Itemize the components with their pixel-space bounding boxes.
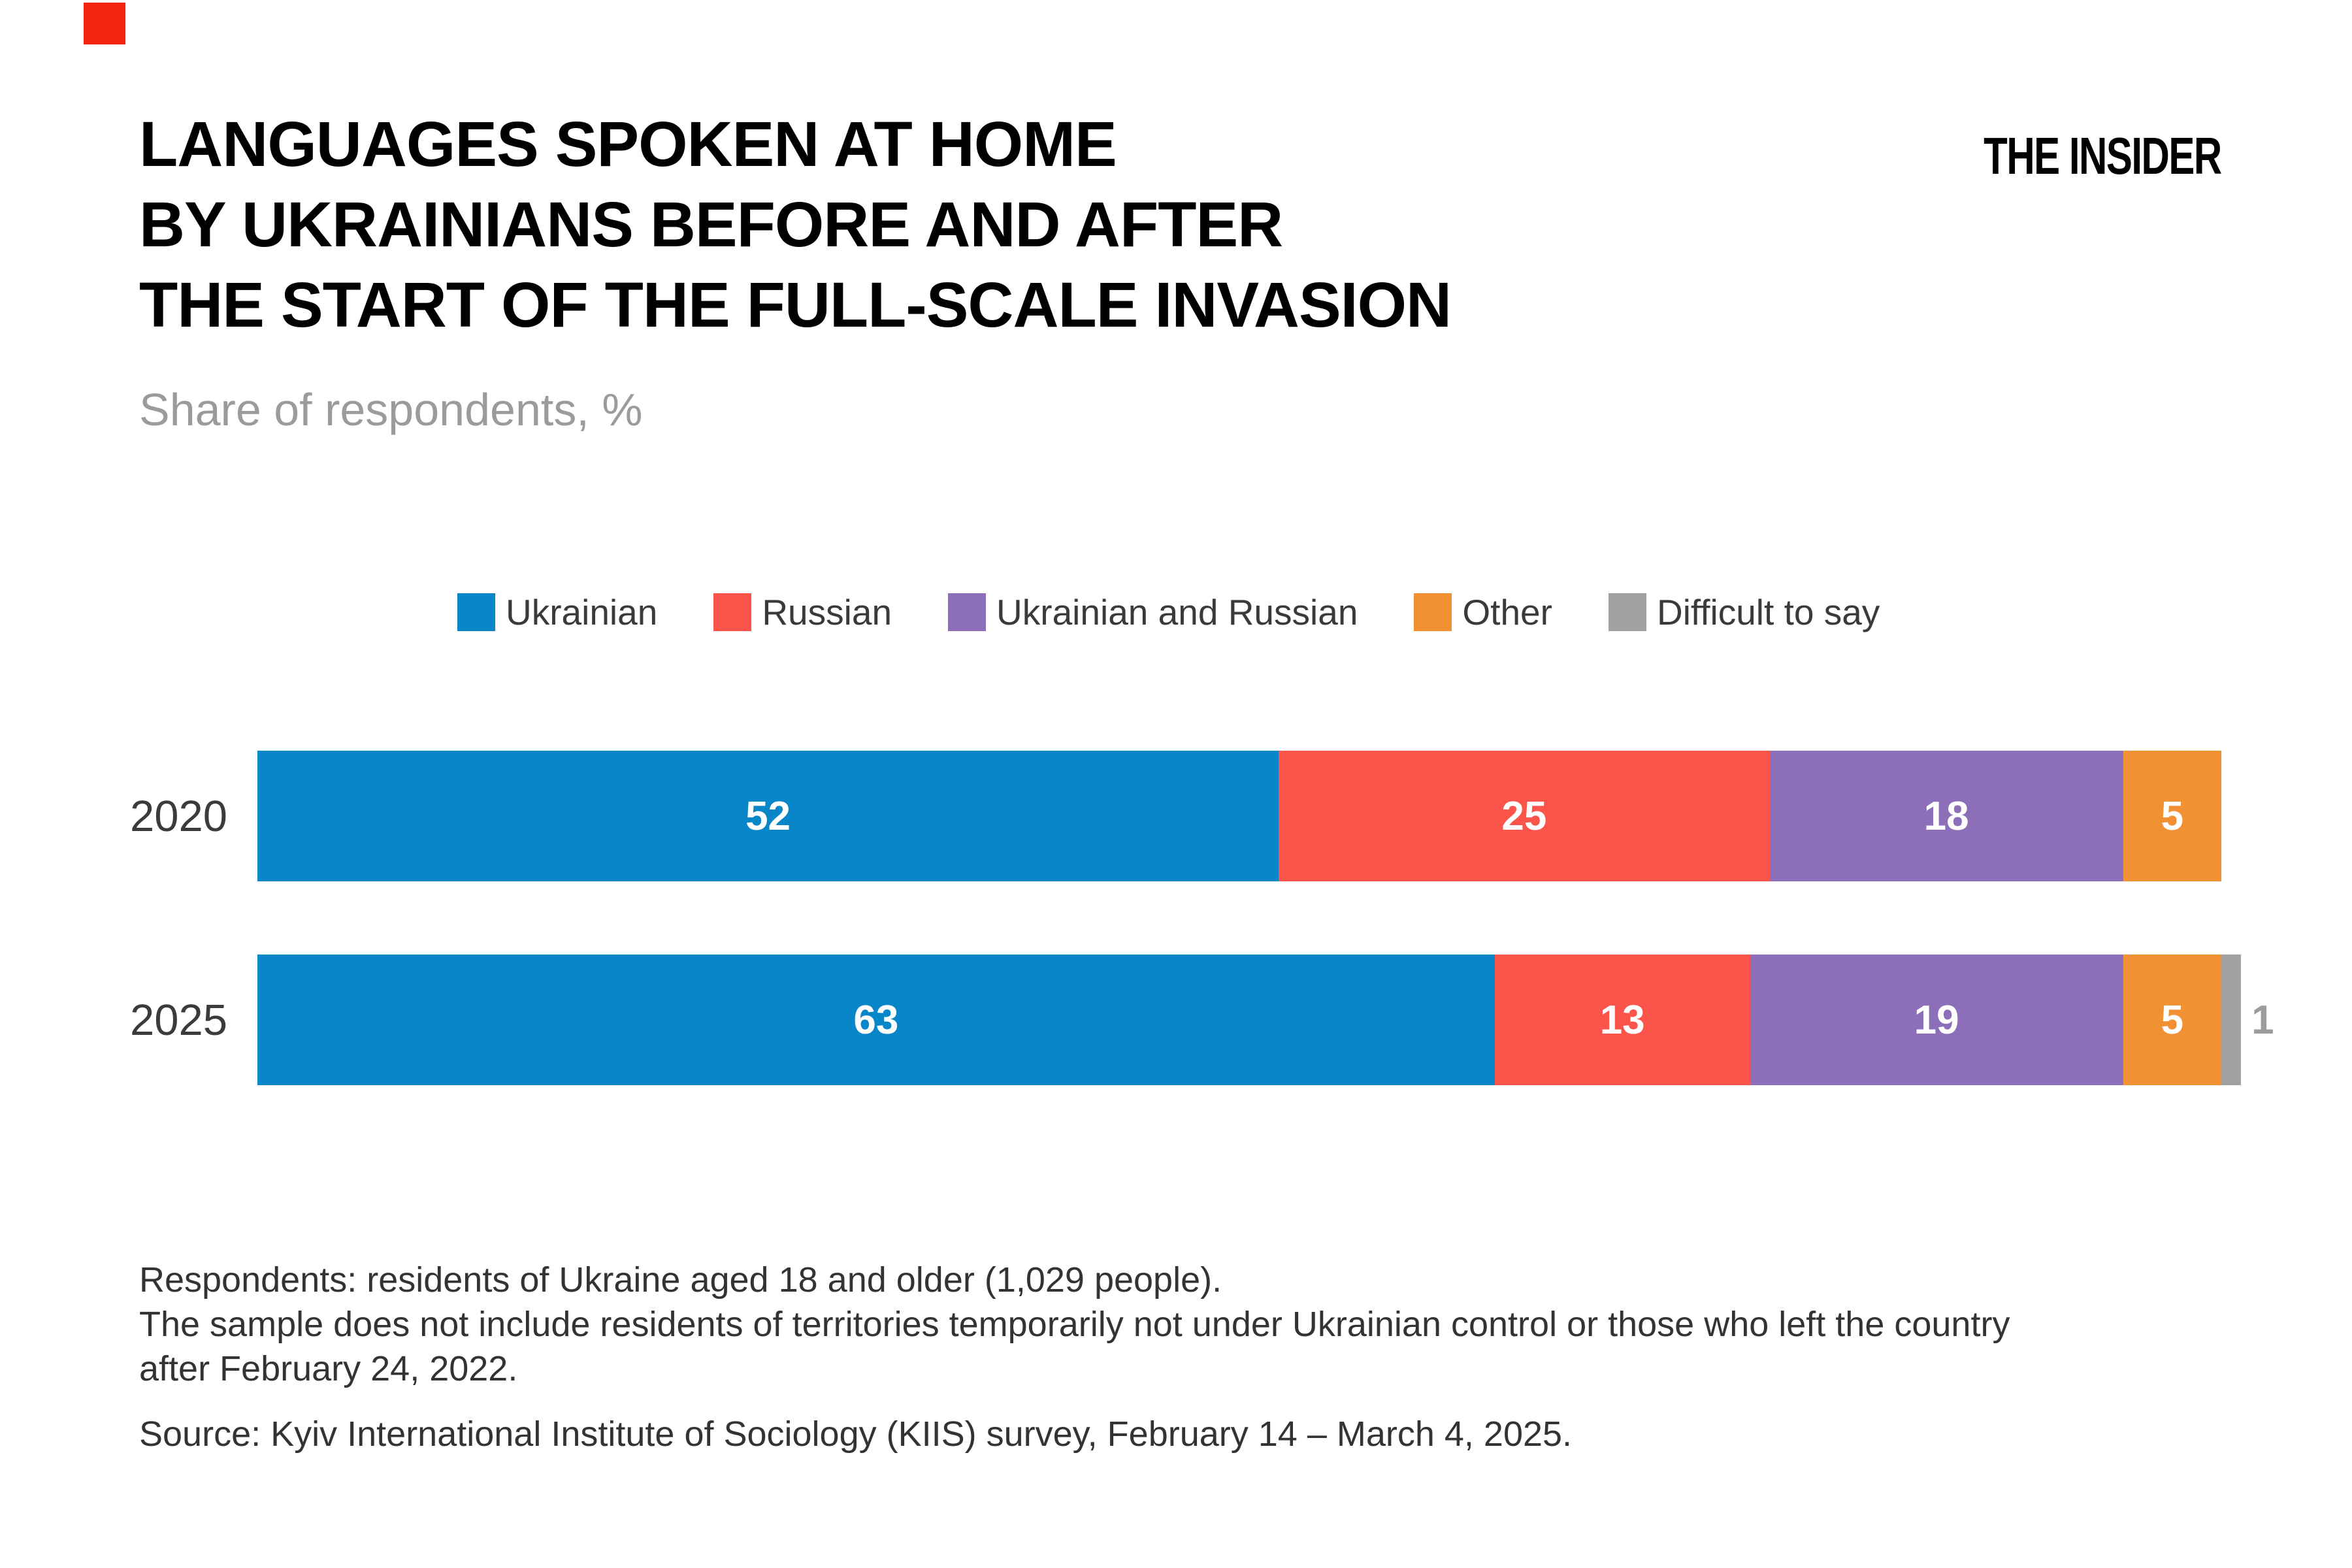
legend-label: Other [1462, 592, 1552, 632]
bar-row: 2020 52 25 18 5 [0, 751, 2274, 881]
legend-item-difficult-to-say: Difficult to say [1608, 592, 1880, 632]
footnote: Respondents: residents of Ukraine aged 1… [139, 1258, 2010, 1391]
bar: 52 25 18 5 [257, 751, 2221, 881]
title-line-2: BY UKRAINIANS BEFORE AND AFTER [139, 189, 1283, 260]
value-label: 25 [1501, 793, 1547, 839]
category-label-2025: 2025 [129, 995, 227, 1045]
value-label: 52 [745, 793, 791, 839]
value-label: 63 [853, 997, 899, 1043]
title-line-1: LANGUAGES SPOKEN AT HOME [139, 108, 1117, 180]
value-label: 13 [1599, 997, 1645, 1043]
value-label-outside: 1 [2251, 997, 2274, 1043]
ukrainian-swatch-icon [457, 593, 495, 631]
publisher-logo: THE INSIDER [1984, 127, 2222, 185]
bar: 63 13 19 5 [257, 955, 2242, 1085]
segment-ukrainian-and-russian-2025: 19 [1750, 955, 2123, 1085]
segment-ukrainian-2025: 63 [257, 955, 1495, 1085]
footnote-line-1: Respondents: residents of Ukraine aged 1… [139, 1260, 1222, 1299]
segment-difficult-to-say-2025 [2221, 955, 2242, 1085]
legend-item-ukrainian-and-russian: Ukrainian and Russian [948, 593, 1358, 631]
legend-item-russian: Russian [713, 593, 892, 631]
bar-row: 2025 63 13 19 5 1 [0, 955, 2274, 1085]
value-label: 5 [2161, 997, 2184, 1043]
difficult-to-say-swatch-icon [1608, 593, 1646, 631]
value-label: 19 [1914, 997, 1959, 1043]
footnote-line-3: after February 24, 2022. [139, 1349, 518, 1388]
category-label-2020: 2020 [129, 791, 227, 841]
segment-russian-2025: 13 [1494, 955, 1750, 1085]
segment-ukrainian-and-russian-2020: 18 [1769, 751, 2123, 881]
source-note: Source: Kyiv International Institute of … [139, 1414, 1573, 1454]
legend-item-ukrainian: Ukrainian [457, 593, 657, 631]
legend: Ukrainian Russian Ukrainian and Russian Oth… [457, 593, 1880, 631]
other-swatch-icon [1414, 593, 1452, 631]
title-line-3: THE START OF THE FULL-SCALE INVASION [139, 269, 1452, 340]
legend-label: Ukrainian [506, 592, 658, 632]
stacked-bar-chart: 2020 52 25 18 5 2025 63 13 19 5 1 [0, 751, 2274, 1085]
footnote-line-2: The sample does not include residents of… [139, 1305, 2010, 1344]
brand-red-square-icon [84, 3, 125, 44]
segment-russian-2020: 25 [1279, 751, 1770, 881]
segment-ukrainian-2020: 52 [257, 751, 1279, 881]
legend-label: Ukrainian and Russian [996, 592, 1358, 632]
value-label: 5 [2161, 793, 2184, 839]
legend-item-other: Other [1414, 593, 1552, 631]
russian-swatch-icon [713, 593, 752, 631]
segment-other-2025: 5 [2123, 955, 2221, 1085]
chart-subtitle: Share of respondents, % [139, 384, 643, 435]
page-title: LANGUAGES SPOKEN AT HOME BY UKRAINIANS B… [139, 104, 1452, 345]
value-label: 18 [1923, 793, 1969, 839]
legend-label: Russian [762, 592, 892, 632]
legend-label: Difficult to say [1656, 592, 1880, 632]
ukrainian-and-russian-swatch-icon [948, 593, 987, 631]
segment-other-2020: 5 [2123, 751, 2221, 881]
